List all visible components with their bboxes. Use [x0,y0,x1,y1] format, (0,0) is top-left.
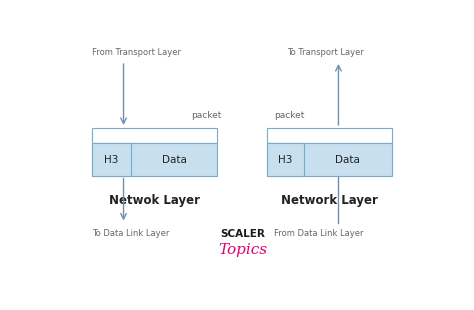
Bar [92,144,217,176]
Text: packet: packet [274,111,304,120]
Text: H3: H3 [104,154,119,165]
Text: packet: packet [191,111,222,120]
Bar [267,128,392,144]
Text: To Transport Layer: To Transport Layer [287,48,364,57]
Bar [267,144,392,176]
Text: Data: Data [162,154,186,165]
Text: Data: Data [335,154,360,165]
Text: H3: H3 [278,154,292,165]
Text: To Data Link Layer: To Data Link Layer [92,229,170,238]
Text: Network Layer: Network Layer [281,193,378,206]
Bar [92,128,217,144]
Bar [92,144,131,176]
Text: From Transport Layer: From Transport Layer [92,48,182,57]
Text: Netwok Layer: Netwok Layer [109,193,200,206]
Text: From Data Link Layer: From Data Link Layer [274,229,364,238]
Text: SCALER: SCALER [220,229,265,239]
Text: Topics: Topics [219,243,267,257]
Bar [267,144,303,176]
